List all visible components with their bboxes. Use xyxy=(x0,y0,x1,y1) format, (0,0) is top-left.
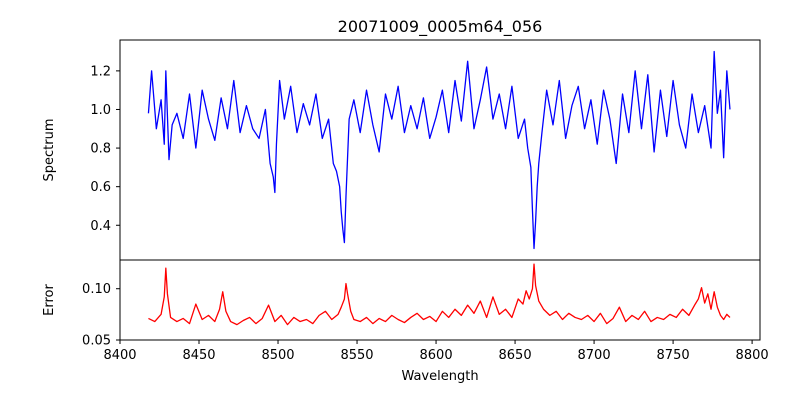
error-y-ticks: 0.05 0.10 xyxy=(82,282,120,349)
error-x-tick-label: 8650 xyxy=(499,348,532,363)
error-y-axis-label: Error xyxy=(42,284,57,316)
error-y-tick-label: 0.05 xyxy=(82,334,111,349)
spectrum-y-tick-label: 1.2 xyxy=(90,64,111,79)
spectrum-y-axis-label: Spectrum xyxy=(42,119,57,182)
spectrum-panel: 20071009_0005m64_056 Spectrum 0.4 0.6 0.8 1… xyxy=(42,17,761,264)
spectrum-y-tick-label: 0.8 xyxy=(90,142,111,157)
error-x-tick-label: 8750 xyxy=(657,348,690,363)
error-y-tick-label: 0.10 xyxy=(82,282,111,297)
spectrum-y-tick-label: 1.0 xyxy=(90,103,111,118)
error-x-tick-label: 8450 xyxy=(182,348,215,363)
error-series-line xyxy=(148,263,731,326)
error-panel: Error Wavelength 0.05 0.10 8400 8450 8500 85… xyxy=(42,259,769,384)
error-x-tick-label: 8500 xyxy=(261,348,294,363)
spectrum-title: 20071009_0005m64_056 xyxy=(338,17,543,37)
error-plot-area xyxy=(120,260,760,340)
error-x-tick-label: 8600 xyxy=(420,348,453,363)
error-x-tick-label: 8550 xyxy=(340,348,373,363)
error-x-axis-label: Wavelength xyxy=(401,369,478,384)
error-x-tick-label: 8400 xyxy=(103,348,136,363)
error-x-ticks: 8400 8450 8500 8550 8600 8650 8700 8750 8800 xyxy=(103,340,769,363)
spectrum-series-line xyxy=(147,50,731,250)
error-axes-frame xyxy=(119,259,761,341)
error-x-tick-label: 8700 xyxy=(578,348,611,363)
spectrum-y-tick-label: 0.4 xyxy=(90,219,111,234)
spectrum-y-ticks: 0.4 0.6 0.8 1.0 1.2 xyxy=(90,64,120,234)
error-x-tick-label: 8800 xyxy=(736,348,769,363)
spectrum-y-tick-label: 0.6 xyxy=(90,180,111,195)
spectrum-plot-area xyxy=(120,40,760,260)
